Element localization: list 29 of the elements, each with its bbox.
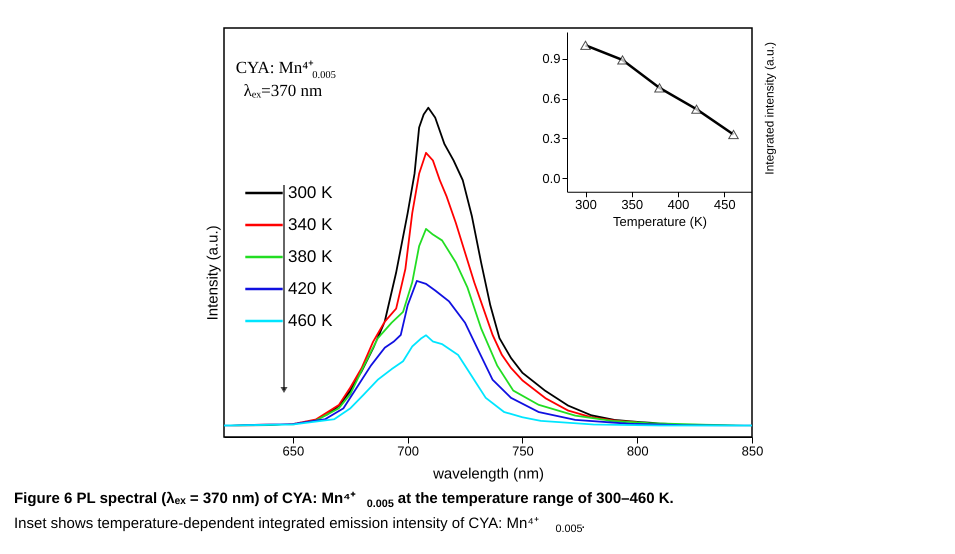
x-tick-label: 650	[282, 444, 304, 458]
point	[654, 83, 665, 93]
x-tick-label: 750	[512, 444, 534, 458]
x-axis-title: Temperature (K)	[613, 214, 707, 230]
legend-label: 340 K	[288, 215, 334, 234]
x-tick-label: 400	[668, 197, 690, 212]
point	[617, 55, 628, 65]
x-tick-label: 800	[626, 444, 649, 458]
legend-label: 300 K	[288, 183, 334, 202]
x-axis-title: wavelength (nm)	[432, 466, 544, 482]
x-tick-label: 300	[575, 197, 597, 212]
y-axis-title: Integrated intensity (a.u.)	[762, 42, 776, 175]
caption: Figure 6 PL spectral (λₑₓ = 370 nm) of CYA: Mn⁴⁺0.005 at the temperature range of 300–460 K.	[14, 490, 674, 510]
legend-label: 420 K	[288, 279, 334, 298]
point	[728, 130, 739, 140]
legend-label: 380 K	[288, 247, 334, 266]
text: λₑₓ=370 nm	[244, 81, 322, 100]
y-tick-label: 0.3	[542, 130, 560, 146]
x-tick-label: 850	[742, 444, 764, 458]
y-axis-title: Intensity (a.u.)	[204, 225, 222, 320]
y-tick-label: 0.6	[542, 91, 560, 106]
point	[691, 104, 702, 114]
x-tick-label: 450	[714, 197, 736, 212]
y-tick-label: 0.0	[542, 170, 560, 186]
x-tick-label: 350	[621, 197, 644, 212]
x-tick-label: 700	[397, 444, 420, 458]
point	[580, 40, 591, 50]
y-tick-label: 0.9	[542, 51, 560, 66]
legend-label: 460 K	[288, 311, 334, 330]
